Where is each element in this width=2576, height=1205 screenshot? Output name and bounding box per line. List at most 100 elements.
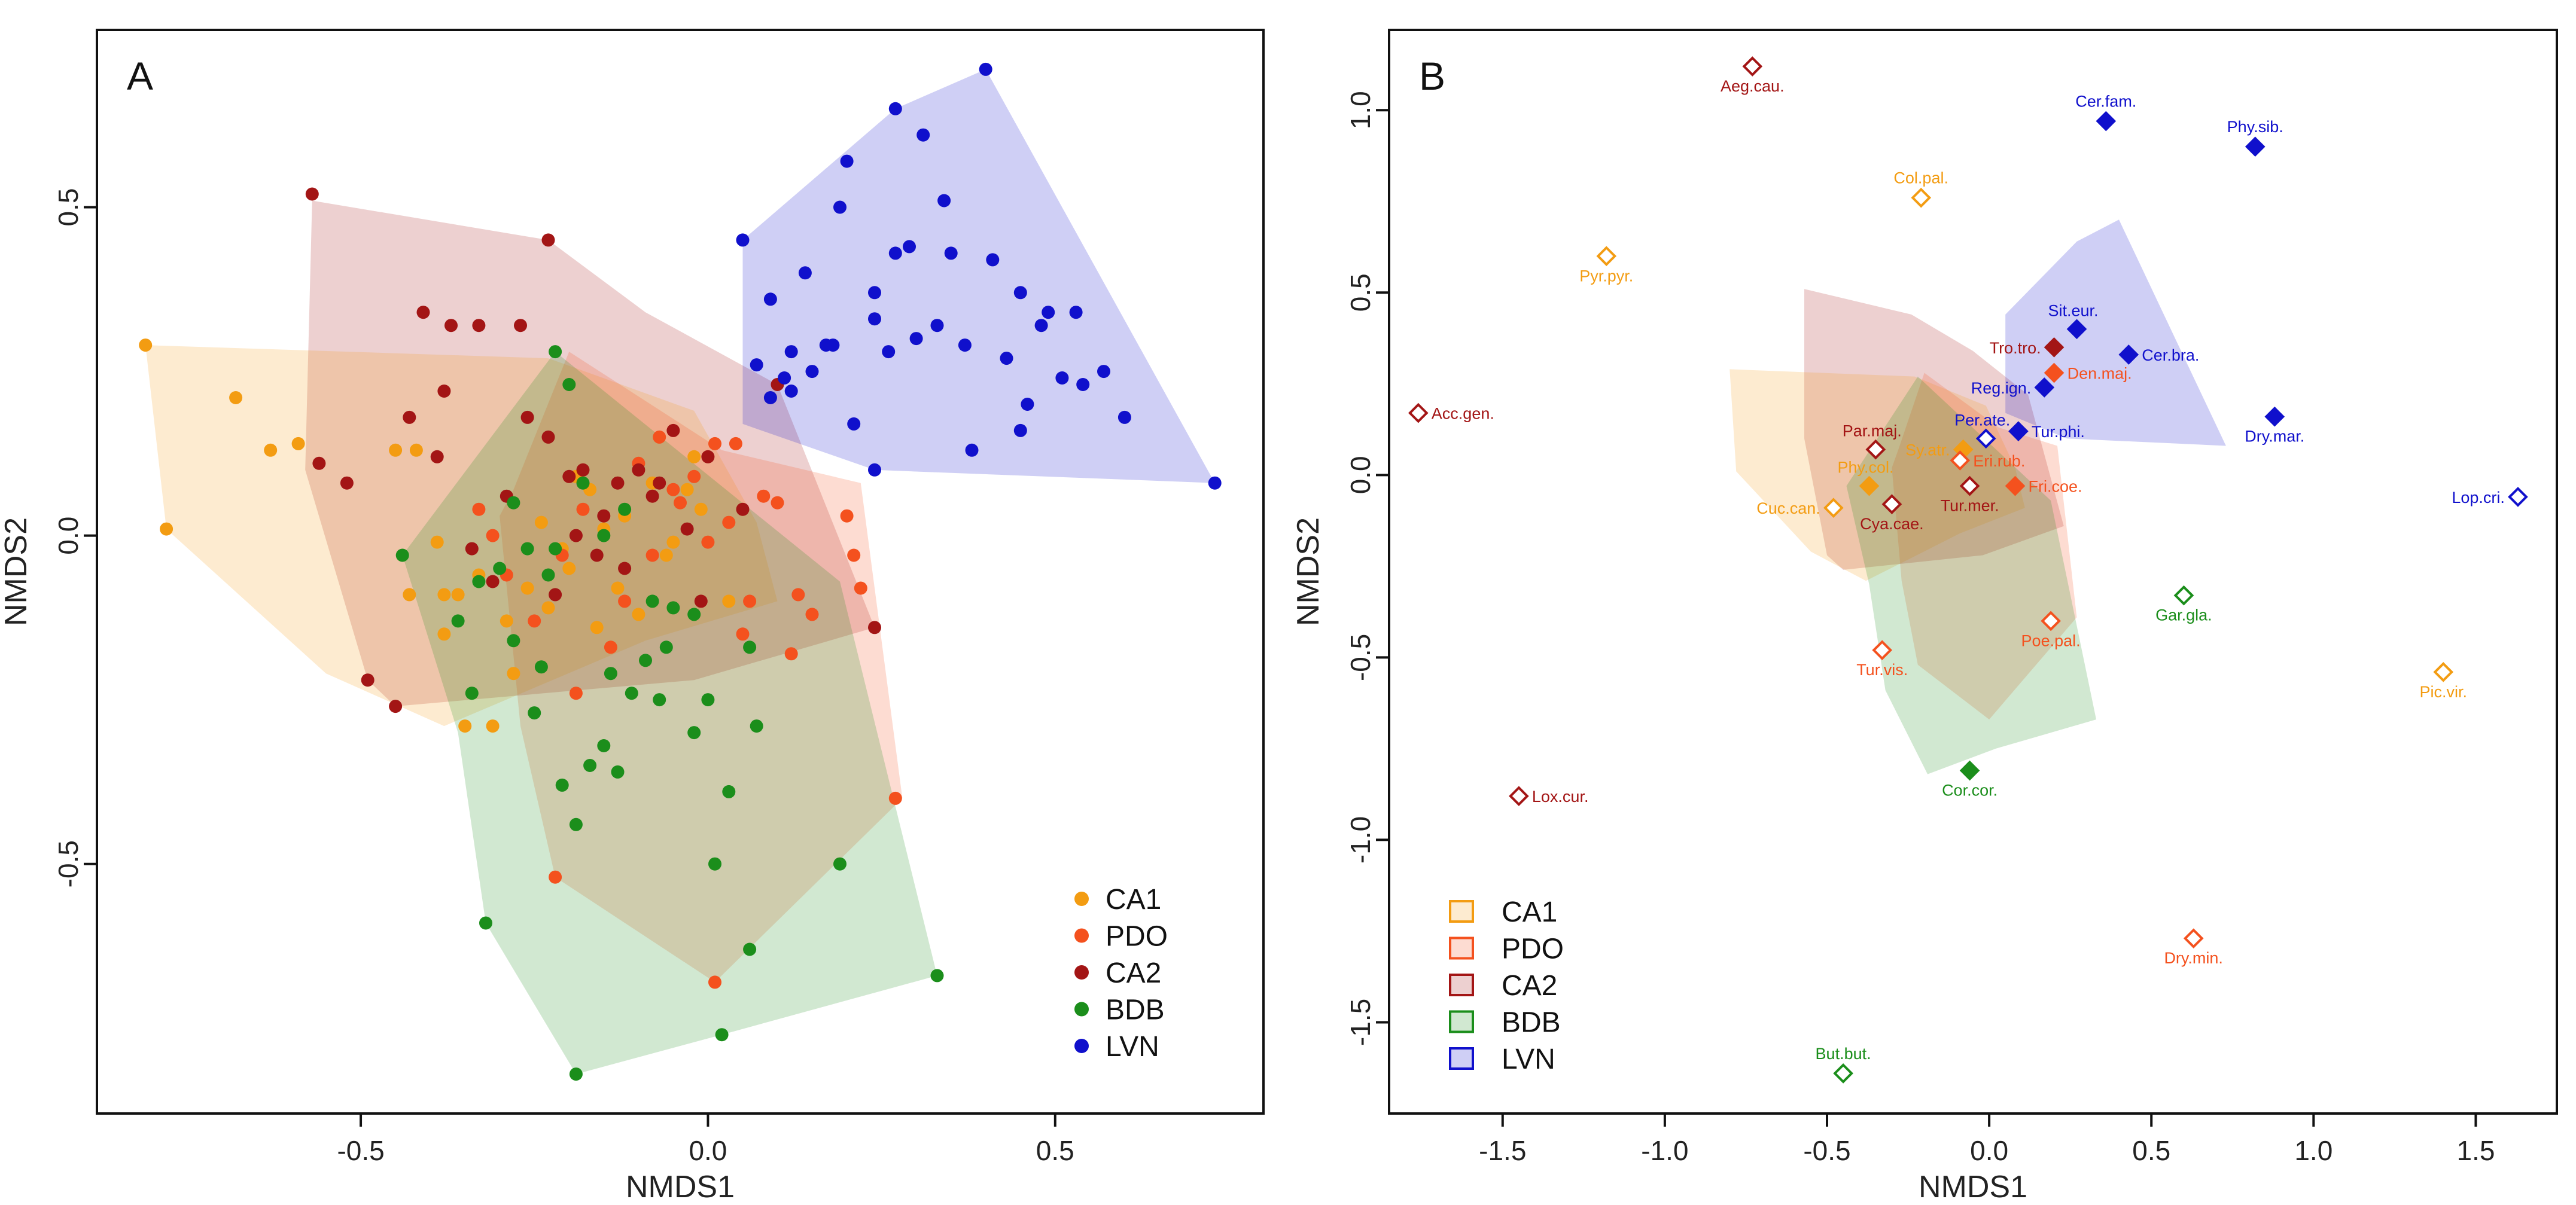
point-lvn: [833, 200, 847, 214]
x-tick-label: 0.0: [689, 1135, 727, 1166]
point-ca2: [653, 476, 666, 490]
point-pdo: [486, 529, 500, 542]
point-ca1: [229, 391, 243, 404]
legend: CA1 PDO CA2 BDB LVN: [1449, 896, 1564, 1075]
legend-label: LVN: [1502, 1044, 1555, 1075]
point-bdb: [555, 778, 569, 792]
point-lvn: [868, 463, 881, 477]
species-label: Col.pal.: [1893, 169, 1948, 187]
species-marker: [2508, 487, 2528, 507]
point-ca2: [632, 463, 645, 477]
x-tick-label: 0.5: [1036, 1135, 1074, 1166]
x-tick-label: -0.5: [337, 1135, 384, 1166]
point-ca2: [514, 319, 527, 332]
point-bdb: [639, 654, 652, 667]
species-marker: [1950, 450, 1971, 471]
point-ca1: [437, 627, 451, 641]
point-ca1: [659, 548, 673, 562]
species-marker: [1881, 494, 1902, 514]
point-lvn: [1076, 378, 1090, 391]
species-marker: [2173, 585, 2194, 606]
species-label: Phy.sib.: [2227, 118, 2283, 136]
point-ca2: [389, 700, 403, 713]
point-pdo: [653, 430, 666, 444]
species-marker: [2044, 337, 2065, 358]
point-lvn: [840, 154, 854, 168]
point-lvn: [937, 194, 951, 208]
point-lvn: [958, 338, 972, 352]
legend-marker-ca1: [1074, 892, 1089, 906]
y-tick-label: 0.0: [1345, 456, 1376, 494]
point-ca2: [437, 385, 451, 398]
species-marker: [2433, 661, 2454, 682]
point-ca1: [680, 483, 694, 496]
panel-letter: A: [127, 54, 153, 98]
legend-label: BDB: [1106, 994, 1165, 1026]
point-pdo: [854, 581, 867, 595]
point-pdo: [472, 502, 486, 516]
species-label: Aeg.cau.: [1721, 77, 1785, 95]
point-ca1: [160, 522, 173, 536]
point-lvn: [909, 332, 923, 346]
point-pdo: [549, 870, 562, 884]
species-label: Lox.cur.: [1532, 788, 1589, 806]
legend-label: PDO: [1106, 921, 1168, 953]
point-pdo: [791, 588, 805, 602]
point-ca2: [736, 502, 750, 516]
point-pdo: [729, 437, 742, 450]
legend-marker-pdo: [1449, 936, 1474, 960]
point-ca2: [694, 594, 708, 608]
point-pdo: [576, 502, 590, 516]
legend-marker-ca2: [1449, 974, 1474, 996]
species-label: Acc.gen.: [1432, 405, 1494, 423]
species-label: Lop.cri.: [2452, 489, 2505, 507]
species-marker: [2264, 406, 2285, 427]
point-lvn: [1000, 352, 1013, 365]
legend-label: CA2: [1106, 957, 1161, 989]
species-marker: [2066, 319, 2087, 340]
point-lvn: [826, 338, 840, 352]
hull-ca1: [1729, 369, 2025, 581]
species-marker: [1823, 498, 1844, 518]
point-bdb: [451, 614, 465, 628]
point-lvn: [736, 233, 750, 247]
point-lvn: [903, 240, 916, 254]
hull-pdo: [500, 352, 903, 983]
point-ca2: [416, 306, 430, 319]
species-marker: [1959, 475, 1980, 496]
species-label: Tur.mer.: [1941, 497, 1999, 515]
point-bdb: [659, 640, 673, 654]
species-label: Per.ate.: [1954, 411, 2010, 429]
point-lvn: [1055, 371, 1069, 385]
point-ca1: [541, 601, 555, 615]
species-label: Sy.atr.: [1905, 441, 1950, 459]
species-marker: [1596, 246, 1617, 267]
species-label: Sit.eur.: [2048, 301, 2098, 319]
point-bdb: [528, 706, 541, 720]
species-marker: [1975, 428, 1996, 449]
point-ca1: [500, 614, 513, 628]
point-lvn: [944, 246, 958, 260]
point-lvn: [1097, 365, 1110, 379]
point-lvn: [798, 266, 812, 280]
point-bdb: [750, 719, 763, 733]
y-tick-label: 0.0: [53, 517, 84, 555]
point-lvn: [916, 128, 930, 142]
point-ca1: [562, 562, 576, 575]
point-pdo: [840, 509, 854, 523]
x-tick-label: -0.5: [1803, 1135, 1850, 1166]
point-lvn: [930, 319, 944, 332]
species-marker: [1859, 475, 1880, 496]
species-marker: [2044, 362, 2065, 383]
point-ca2: [444, 319, 458, 332]
y-axis-label: NMDS2: [1291, 517, 1326, 626]
point-pdo: [604, 640, 617, 654]
point-pdo: [645, 548, 659, 562]
point-bdb: [583, 759, 597, 772]
point-pdo: [805, 608, 819, 621]
point-bdb: [549, 345, 562, 359]
point-ca2: [465, 542, 479, 556]
point-ca1: [590, 621, 604, 634]
point-lvn: [868, 286, 881, 300]
species-label: Cuc.can.: [1756, 499, 1820, 517]
